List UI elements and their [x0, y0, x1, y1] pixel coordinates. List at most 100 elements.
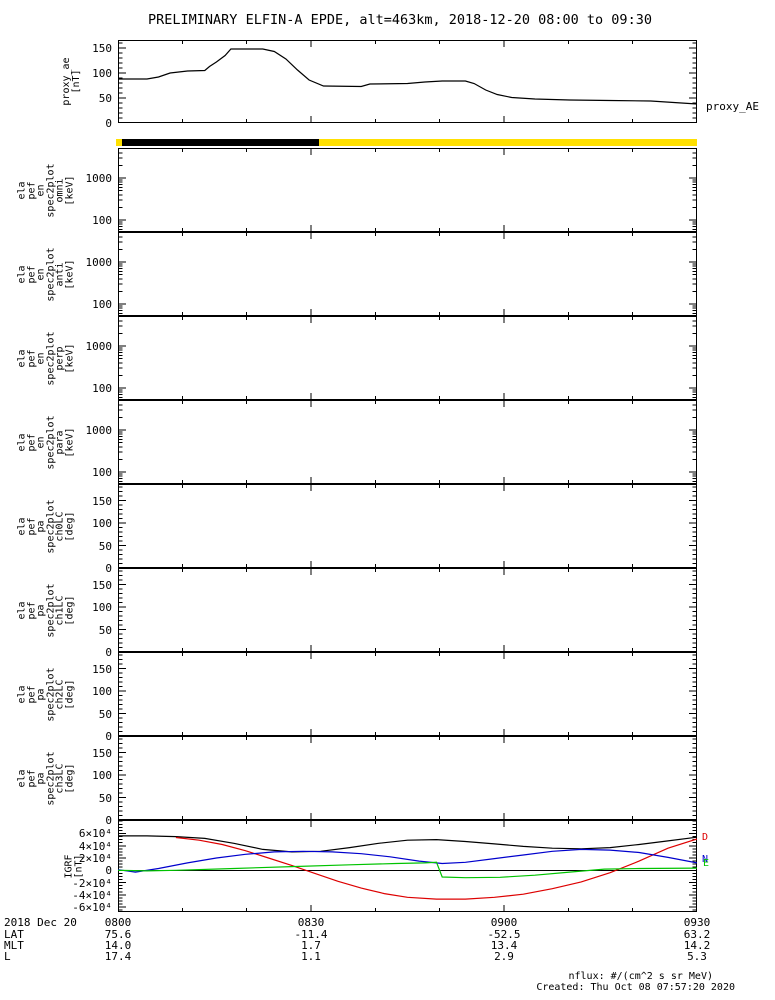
time-tick-label: 0900: [490, 916, 518, 929]
y-axis-label-pa_ch3: ela pef pa spec2plot ch3LC [deg]: [17, 736, 76, 820]
y-tick-label: 4×10⁴: [78, 839, 112, 853]
y-axis-label-line: [keV]: [64, 258, 75, 290]
footer-units-note: nflux: #/(cm^2 s sr MeV): [568, 971, 714, 982]
y-tick-label: 100: [92, 601, 112, 615]
footer-created-timestamp: Created: Thu Oct 08 07:57:20 2020: [536, 982, 735, 993]
panel-en_omni: [118, 148, 697, 232]
panel-proxy_ae: [118, 40, 697, 123]
row-value-L: 1.1: [301, 950, 321, 963]
y-axis-label-en_anti: ela pef en spec2plot anti [keV]: [17, 232, 76, 316]
date-label: 2018 Dec 20: [4, 916, 77, 929]
y-tick-label: 50: [98, 92, 112, 105]
row-value-L: 5.3: [687, 950, 707, 963]
y-tick-label: 0: [105, 117, 112, 130]
y-axis-label-line: [keV]: [64, 342, 75, 374]
y-tick-label: 100: [92, 769, 112, 783]
y-tick-label: 150: [92, 578, 112, 592]
y-axis-label-pa_ch1: ela pef pa spec2plot ch1LC [deg]: [17, 568, 76, 652]
flag-bar-strip: [116, 139, 697, 146]
y-axis-label-line: [keV]: [64, 426, 75, 458]
panel-pa_ch0: [118, 484, 697, 568]
row-label-LAT: LAT: [4, 928, 24, 941]
flag-bar-segment-1: [121, 139, 320, 146]
time-tick-label: 0800: [104, 916, 132, 929]
y-tick-label: 1000: [85, 256, 113, 270]
panel-en_anti: [118, 232, 697, 316]
flag-bar-segment-2: [319, 139, 697, 146]
panel-en_perp: [118, 316, 697, 400]
series-igrf_magnitude: [118, 835, 697, 853]
y-axis-label-line: [deg]: [64, 762, 75, 794]
row-value-MLT: 14.0: [104, 939, 132, 952]
y-tick-label: -4×10⁴: [72, 888, 112, 902]
right-letter-label-D: D: [702, 832, 709, 844]
y-tick-label: 1000: [85, 340, 113, 354]
row-value-LAT: -11.4: [294, 928, 328, 941]
row-value-MLT: 1.7: [301, 939, 321, 952]
y-tick-label: 150: [92, 662, 112, 676]
row-value-LAT: 75.6: [104, 928, 132, 941]
row-value-MLT: 13.4: [490, 939, 518, 952]
y-tick-label: 100: [92, 67, 112, 80]
panel-pa_ch1: [118, 568, 697, 652]
y-axis-label-en_perp: ela pef en spec2plot perp [keV]: [17, 316, 76, 400]
y-tick-label: 100: [92, 466, 112, 480]
y-tick-label: 100: [92, 685, 112, 699]
y-tick-label: 50: [98, 623, 112, 637]
y-axis-label-line: [nT]: [73, 853, 84, 879]
series-igrf_E: [118, 861, 697, 879]
panel-pa_ch3: [118, 736, 697, 820]
y-tick-label: -6×10⁴: [72, 901, 112, 915]
y-tick-label: 0: [105, 864, 112, 878]
y-tick-label: 150: [92, 42, 112, 55]
flag-bar-segment-0: [116, 139, 122, 146]
time-tick-label: 0930: [683, 916, 711, 929]
plot-title: PRELIMINARY ELFIN-A EPDE, alt=463km, 201…: [148, 12, 652, 28]
y-tick-label: 2×10⁴: [78, 852, 112, 866]
y-axis-label-line: [deg]: [64, 510, 75, 542]
y-axis-label-pa_ch0: ela pef pa spec2plot ch0LC [deg]: [17, 484, 76, 568]
y-tick-label: 0: [105, 646, 112, 659]
right-letter-label-N: N: [702, 854, 709, 866]
y-axis-label-en_para: ela pef en spec2plot para [keV]: [17, 400, 76, 484]
y-axis-label-en_omni: ela pef en spec2plot omni [keV]: [17, 148, 76, 232]
y-tick-label: 0: [105, 814, 112, 827]
right-label-proxy_ae: proxy_AE: [706, 99, 759, 113]
y-axis-label-proxy_ae: proxy_ae [nT]: [60, 40, 82, 123]
y-tick-label: 0: [105, 730, 112, 743]
row-value-LAT: -52.5: [487, 928, 521, 941]
y-axis-label-line: [nT]: [70, 69, 81, 94]
y-axis-label-igrf: IGRF [nT]: [64, 820, 85, 912]
row-value-MLT: 14.2: [683, 939, 711, 952]
y-tick-label: 150: [92, 746, 112, 760]
row-value-L: 17.4: [104, 950, 132, 963]
series-igrf_N: [118, 848, 697, 873]
row-value-LAT: 63.2: [683, 928, 711, 941]
y-axis-label-line: [keV]: [64, 174, 75, 206]
y-tick-label: 1000: [85, 424, 113, 438]
y-tick-label: 6×10⁴: [78, 827, 112, 841]
y-tick-label: 100: [92, 214, 112, 228]
row-value-L: 2.9: [494, 950, 514, 963]
row-label-MLT: MLT: [4, 939, 24, 952]
time-tick-label: 0830: [297, 916, 325, 929]
y-tick-label: 50: [98, 707, 112, 721]
y-tick-label: 1000: [85, 172, 113, 186]
series-proxy_AE: [118, 48, 697, 105]
y-tick-label: 0: [105, 562, 112, 575]
row-label-L: L: [4, 950, 11, 963]
y-axis-label-line: proxy_ae: [60, 57, 72, 106]
y-axis-label-pa_ch2: ela pef pa spec2plot ch2LC [deg]: [17, 652, 76, 736]
y-tick-label: 50: [98, 791, 112, 805]
y-axis-label-line: [deg]: [64, 678, 75, 710]
y-tick-label: 100: [92, 517, 112, 531]
y-tick-label: 50: [98, 539, 112, 553]
right-letter-label-E: E: [703, 857, 710, 869]
y-tick-label: 100: [92, 298, 112, 312]
y-tick-label: 100: [92, 382, 112, 396]
panel-pa_ch2: [118, 652, 697, 736]
panel-en_para: [118, 400, 697, 484]
y-tick-label: -2×10⁴: [72, 876, 112, 890]
y-axis-label-line: [deg]: [64, 594, 75, 626]
